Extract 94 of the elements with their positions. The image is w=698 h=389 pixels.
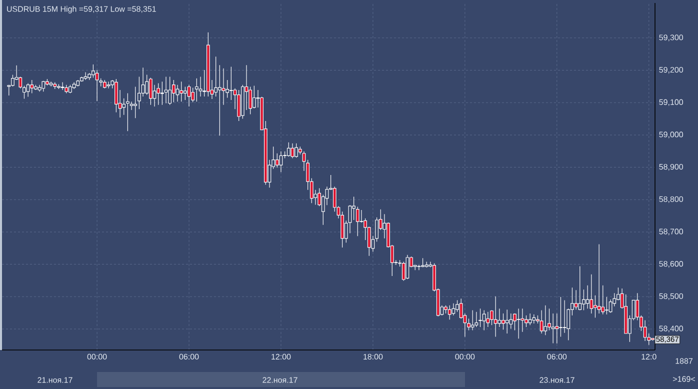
candlestick [22, 85, 26, 100]
candlestick [486, 312, 490, 328]
candlestick [524, 315, 528, 328]
candlestick [474, 312, 478, 328]
candlestick [126, 92, 130, 132]
candlestick [30, 80, 34, 94]
candlestick [578, 266, 582, 311]
candlestick [187, 84, 191, 107]
y-tick-label: 58,600 [659, 261, 684, 268]
x-tick-label: 12:00 [272, 354, 291, 360]
x-tick-label: 12:0 [642, 354, 656, 360]
candlestick [172, 80, 176, 103]
text: 21.ноя.17 [38, 377, 72, 383]
text: 22.ноя.17 [262, 377, 298, 383]
candlestick [134, 86, 138, 118]
y-tick-label: 58,400 [659, 326, 684, 332]
candlestick [448, 305, 452, 320]
candlestick [180, 81, 184, 102]
candlestick [286, 142, 290, 157]
candlestick [176, 84, 180, 102]
x-tick-label: 06:00 [547, 354, 567, 360]
candlestick [294, 143, 298, 158]
candlestick [498, 308, 502, 328]
candlestick [643, 320, 647, 342]
candlestick [551, 313, 555, 344]
candlestick [605, 296, 608, 315]
candlestick [222, 68, 226, 106]
candlestick [417, 264, 421, 270]
chart-title: USDRUB 15M High =59,317 Low =58,351 [7, 6, 156, 14]
candlestick [352, 196, 356, 220]
candlestick [156, 82, 160, 106]
text: 1887 [676, 358, 692, 364]
candlestick [149, 77, 152, 106]
candlestick [164, 76, 168, 104]
candlestick [532, 314, 536, 324]
candlestick [229, 66, 233, 100]
candlestick [195, 78, 198, 102]
x-tick-label: 18:00 [364, 354, 383, 360]
candlestick [586, 285, 590, 309]
candlestick [279, 151, 283, 172]
candlestick [42, 80, 46, 92]
y-tick-label: 58,900 [659, 164, 684, 171]
candlestick [574, 290, 578, 310]
y-tick-label: 58,500 [659, 293, 684, 300]
candlestick [490, 310, 494, 326]
candlestick [49, 81, 53, 87]
x-tick-label: 00:00 [87, 354, 107, 360]
text: 23.ноя.17 [540, 377, 574, 383]
candlestick [597, 244, 601, 314]
candlestick [559, 296, 562, 338]
candlestick [106, 81, 110, 89]
candlestick [218, 64, 222, 136]
candlestick [452, 303, 456, 316]
candlestick [275, 153, 279, 168]
candlestick [184, 86, 187, 100]
candlestick [168, 76, 172, 106]
candlestick [516, 308, 520, 339]
candlestick [540, 310, 544, 334]
candlestick [122, 98, 126, 116]
candlestick [478, 308, 482, 328]
candlestick [528, 313, 532, 326]
candlestick [505, 309, 509, 334]
candlestick [502, 313, 505, 330]
candlestick [555, 313, 559, 344]
candlestick [544, 305, 548, 336]
candlestick [470, 310, 474, 331]
y-tick-label: 59,100 [659, 99, 684, 106]
candlestick [95, 70, 99, 102]
candlestick [214, 56, 218, 97]
candlestick [582, 289, 586, 311]
y-tick-label: 58,800 [659, 196, 684, 203]
y-tick-label: 58,700 [659, 228, 684, 236]
candlestick [252, 85, 256, 109]
candlestick [356, 206, 360, 236]
candlestick [562, 300, 566, 334]
candlestick [130, 101, 134, 110]
candlestick [191, 87, 195, 103]
candlestick [590, 274, 594, 314]
candlestick [198, 76, 202, 97]
candlestick [84, 72, 88, 80]
y-tick-label: 59,000 [659, 132, 684, 138]
candlestick [482, 310, 486, 331]
candlestick [60, 82, 64, 90]
candlestick [406, 254, 410, 280]
candlestick [513, 313, 516, 331]
y-tick-label: 59,300 [659, 34, 684, 42]
text: >169< [673, 376, 695, 382]
x-tick-label: 00:00 [455, 354, 475, 360]
candlestick [494, 296, 498, 338]
candlestick [237, 90, 241, 122]
candlestick [290, 143, 294, 159]
candlestick [26, 82, 30, 98]
y-tick-label: 59,200 [659, 66, 684, 74]
x-tick-label: 06:00 [179, 354, 199, 360]
